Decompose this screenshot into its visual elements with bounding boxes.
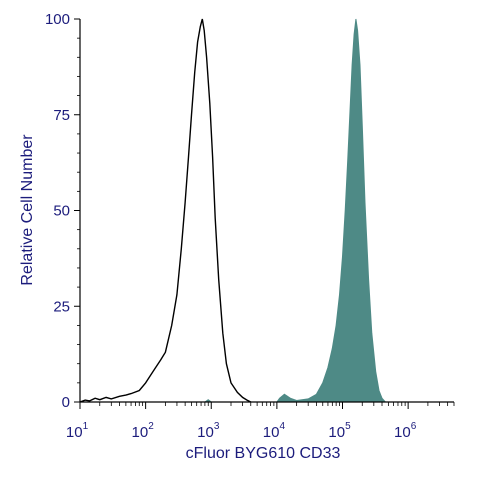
y-tick-label: 75 (53, 107, 70, 124)
y-tick-label: 50 (53, 203, 70, 220)
x-tick-exponent: 4 (279, 421, 285, 432)
x-tick-label: 106 (394, 421, 417, 441)
x-tick-label: 104 (263, 421, 286, 441)
x-tick-base: 10 (197, 424, 214, 441)
plot-area (79, 18, 387, 403)
outline-histogram-series (79, 18, 252, 403)
x-tick-base: 10 (263, 424, 280, 441)
x-tick-exponent: 5 (345, 421, 351, 432)
x-tick-base: 10 (66, 424, 83, 441)
y-axis-label: Relative Cell Number (19, 134, 36, 286)
y-tick-label: 100 (45, 11, 70, 28)
x-tick-label: 101 (66, 421, 89, 441)
x-tick-label: 102 (132, 421, 155, 441)
x-tick-base: 10 (132, 424, 149, 441)
x-tick-label: 103 (197, 421, 220, 441)
x-tick-exponent: 1 (83, 421, 89, 432)
x-tick-exponent: 6 (411, 421, 417, 432)
x-tick-label: 105 (328, 421, 351, 441)
y-tick-label: 25 (53, 298, 70, 315)
x-axis-label: cFluor BYG610 CD33 (186, 445, 341, 462)
x-tick-exponent: 3 (214, 421, 220, 432)
x-tick-exponent: 2 (148, 421, 154, 432)
y-tick-label: 0 (62, 394, 70, 411)
x-tick-base: 10 (328, 424, 345, 441)
x-tick-base: 10 (394, 424, 411, 441)
filled-histogram-series (203, 18, 387, 403)
